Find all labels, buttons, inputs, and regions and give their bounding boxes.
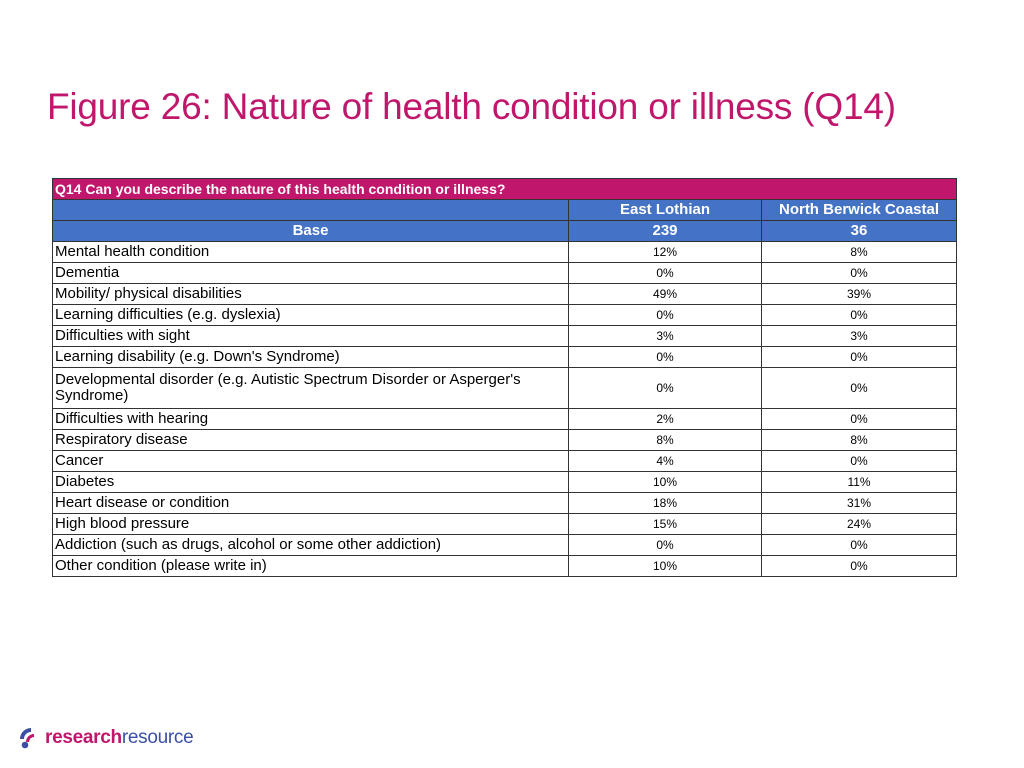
table-row: Heart disease or condition 18% 31% (52, 492, 958, 514)
value-north-berwick-coastal: 0% (760, 450, 958, 472)
table-row: Difficulties with sight 3% 3% (52, 325, 958, 347)
value-north-berwick-coastal: 11% (760, 471, 958, 493)
value-north-berwick-coastal: 8% (760, 429, 958, 451)
question-text: Q14 Can you describe the nature of this … (51, 178, 958, 200)
table-row: Mental health condition 12% 8% (52, 241, 958, 263)
value-east-lothian: 4% (568, 450, 762, 472)
value-east-lothian: 2% (568, 408, 762, 430)
table-row: Diabetes 10% 11% (52, 471, 958, 493)
value-east-lothian: 12% (568, 241, 762, 263)
column-header-east-lothian: East Lothian (568, 199, 762, 221)
value-north-berwick-coastal: 24% (760, 513, 958, 535)
value-east-lothian: 0% (568, 346, 762, 368)
value-east-lothian: 15% (568, 513, 762, 535)
question-row: Q14 Can you describe the nature of this … (51, 178, 958, 200)
row-label: Cancer (52, 450, 569, 472)
row-label: Other condition (please write in) (52, 555, 569, 577)
value-east-lothian: 0% (568, 367, 762, 409)
row-label: Learning disability (e.g. Down's Syndrom… (52, 346, 569, 368)
logo-text-research: research (45, 727, 122, 748)
research-resource-logo-icon (20, 728, 34, 749)
table-row: Other condition (please write in) 10% 0% (52, 555, 958, 577)
value-east-lothian: 10% (568, 471, 762, 493)
value-north-berwick-coastal: 8% (760, 241, 958, 263)
row-label: Developmental disorder (e.g. Autistic Sp… (52, 367, 569, 409)
value-east-lothian: 49% (568, 283, 762, 305)
value-north-berwick-coastal: 0% (760, 304, 958, 326)
value-north-berwick-coastal: 0% (760, 262, 958, 284)
value-north-berwick-coastal: 0% (760, 346, 958, 368)
value-north-berwick-coastal: 0% (760, 367, 958, 409)
base-row: Base 239 36 (52, 220, 958, 242)
logo-text-resource: resource (121, 727, 194, 748)
row-label: Difficulties with sight (52, 325, 569, 347)
table-row: Learning disability (e.g. Down's Syndrom… (52, 346, 958, 368)
row-label: Mobility/ physical disabilities (52, 283, 569, 305)
row-label: Dementia (52, 262, 569, 284)
row-label: Difficulties with hearing (52, 408, 569, 430)
table-body: Mental health condition 12% 8% Dementia 0% 0%… (52, 241, 958, 577)
table-row: Dementia 0% 0% (52, 262, 958, 284)
value-north-berwick-coastal: 0% (760, 408, 958, 430)
value-north-berwick-coastal: 0% (760, 534, 958, 556)
table-row: Developmental disorder (e.g. Autistic Sp… (52, 367, 958, 409)
value-east-lothian: 3% (568, 325, 762, 347)
value-east-lothian: 0% (568, 534, 762, 556)
value-east-lothian: 18% (568, 492, 762, 514)
row-label: High blood pressure (52, 513, 569, 535)
column-header-row: East Lothian North Berwick Coastal (52, 199, 958, 221)
table-row: High blood pressure 15% 24% (52, 513, 958, 535)
base-value-east-lothian: 239 (568, 220, 762, 242)
table-row: Mobility/ physical disabilities 49% 39% (52, 283, 958, 305)
value-north-berwick-coastal: 0% (760, 555, 958, 577)
row-label: Respiratory disease (52, 429, 569, 451)
row-label: Diabetes (52, 471, 569, 493)
value-east-lothian: 8% (568, 429, 762, 451)
value-north-berwick-coastal: 39% (760, 283, 958, 305)
value-north-berwick-coastal: 31% (760, 492, 958, 514)
row-label: Addiction (such as drugs, alcohol or som… (52, 534, 569, 556)
table-row: Addiction (such as drugs, alcohol or som… (52, 534, 958, 556)
row-label: Heart disease or condition (52, 492, 569, 514)
base-label: Base (52, 220, 569, 242)
logo-text: researchresource (45, 727, 194, 749)
column-header-north-berwick-coastal: North Berwick Coastal (760, 199, 958, 221)
results-table: Q14 Can you describe the nature of this … (51, 178, 958, 577)
table-row: Difficulties with hearing 2% 0% (52, 408, 958, 430)
value-east-lothian: 0% (568, 304, 762, 326)
base-value-north-berwick-coastal: 36 (760, 220, 958, 242)
page-title: Figure 26: Nature of health condition or… (47, 86, 896, 127)
row-label: Mental health condition (52, 241, 569, 263)
value-east-lothian: 10% (568, 555, 762, 577)
table-row: Cancer 4% 0% (52, 450, 958, 472)
table-row: Respiratory disease 8% 8% (52, 429, 958, 451)
value-east-lothian: 0% (568, 262, 762, 284)
table-row: Learning difficulties (e.g. dyslexia) 0% 0… (52, 304, 958, 326)
row-label: Learning difficulties (e.g. dyslexia) (52, 304, 569, 326)
value-north-berwick-coastal: 3% (760, 325, 958, 347)
research-resource-logo: researchresource (18, 723, 194, 753)
header-empty-cell (52, 199, 569, 221)
